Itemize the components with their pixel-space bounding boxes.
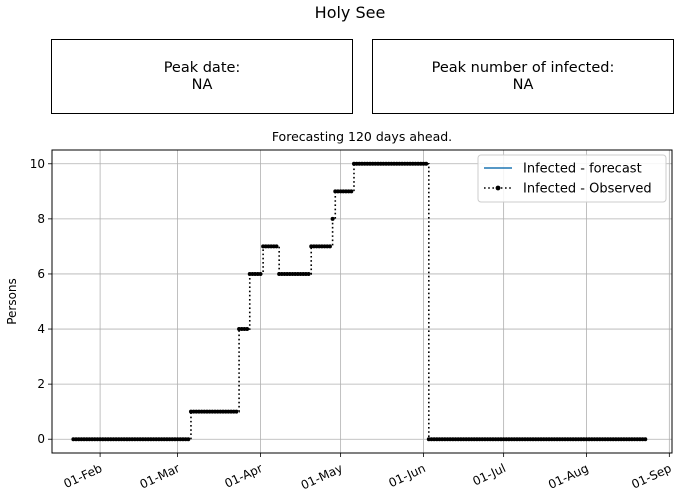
figure-title: Holy See [314, 3, 386, 22]
observed-point [258, 271, 263, 276]
observed-point [186, 437, 191, 442]
peak-infected-value: NA [512, 76, 534, 93]
peak-infected-box: Peak number of infected: NA [372, 39, 674, 114]
axes: 01-Feb 01-Mar 01-Apr 01-May 01-Jun 01-Jul 01-A… [30, 157, 674, 493]
x-tick-label: 01-May [299, 461, 345, 492]
x-tick-label: 01-Mar [138, 461, 182, 492]
peak-date-value: NA [191, 76, 213, 93]
y-axis-label: Persons [5, 278, 19, 325]
chart-title: Forecasting 120 days ahead. [272, 129, 452, 144]
peak-date-label: Peak date: [163, 59, 241, 76]
y-tick-label: 2 [37, 377, 45, 391]
legend-observed-marker [495, 185, 501, 191]
x-tick-label: 01-Apr [222, 461, 264, 491]
observed-point [424, 161, 429, 166]
observed-line [73, 162, 646, 441]
legend-frame [477, 154, 667, 203]
legend-label: Infected - forecast [523, 162, 642, 177]
observed-point [327, 244, 332, 249]
observed-point [234, 409, 239, 414]
x-tick-label: 01-Jun [386, 461, 427, 490]
observed-point [330, 216, 335, 221]
observed-point [245, 327, 250, 332]
x-tick-label: 01-Aug [546, 461, 591, 492]
x-tick-label: 01-Jul [470, 461, 507, 488]
x-tick-label: 01-Feb [61, 461, 104, 491]
y-tick-label: 4 [37, 322, 45, 336]
observed-point [349, 189, 354, 194]
legend: Infected - forecast Infected - Observed [477, 154, 667, 203]
peak-infected-label: Peak number of infected: [431, 59, 615, 76]
observed-point [306, 271, 311, 276]
observed-point [274, 244, 279, 249]
peak-date-box: Peak date: NA [51, 39, 353, 114]
y-tick-label: 8 [37, 212, 45, 226]
y-tick-label: 0 [37, 432, 45, 446]
y-tick-label: 6 [37, 267, 45, 281]
y-tick-label: 10 [30, 157, 45, 171]
plot-frame [51, 149, 673, 454]
legend-label: Infected - Observed [523, 182, 652, 197]
observed-point [643, 437, 648, 442]
x-tick-label: 01-Sep [629, 461, 673, 492]
series-layer [71, 161, 648, 442]
